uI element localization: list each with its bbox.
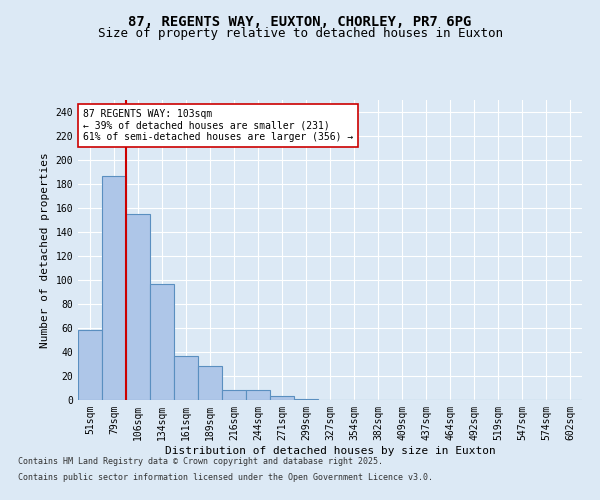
Bar [174, 356, 198, 400]
Bar [102, 176, 126, 400]
Bar [198, 366, 222, 400]
Bar [222, 390, 246, 400]
Text: 87, REGENTS WAY, EUXTON, CHORLEY, PR7 6PG: 87, REGENTS WAY, EUXTON, CHORLEY, PR7 6P… [128, 15, 472, 29]
Text: 87 REGENTS WAY: 103sqm
← 39% of detached houses are smaller (231)
61% of semi-de: 87 REGENTS WAY: 103sqm ← 39% of detached… [83, 109, 353, 142]
Bar [246, 390, 270, 400]
Text: Contains HM Land Registry data © Crown copyright and database right 2025.: Contains HM Land Registry data © Crown c… [18, 458, 383, 466]
Bar [126, 214, 150, 400]
Bar [150, 284, 174, 400]
Bar [294, 399, 318, 400]
X-axis label: Distribution of detached houses by size in Euxton: Distribution of detached houses by size … [164, 446, 496, 456]
Text: Size of property relative to detached houses in Euxton: Size of property relative to detached ho… [97, 28, 503, 40]
Text: Contains public sector information licensed under the Open Government Licence v3: Contains public sector information licen… [18, 472, 433, 482]
Y-axis label: Number of detached properties: Number of detached properties [40, 152, 50, 348]
Bar [78, 330, 102, 400]
Bar [270, 396, 294, 400]
